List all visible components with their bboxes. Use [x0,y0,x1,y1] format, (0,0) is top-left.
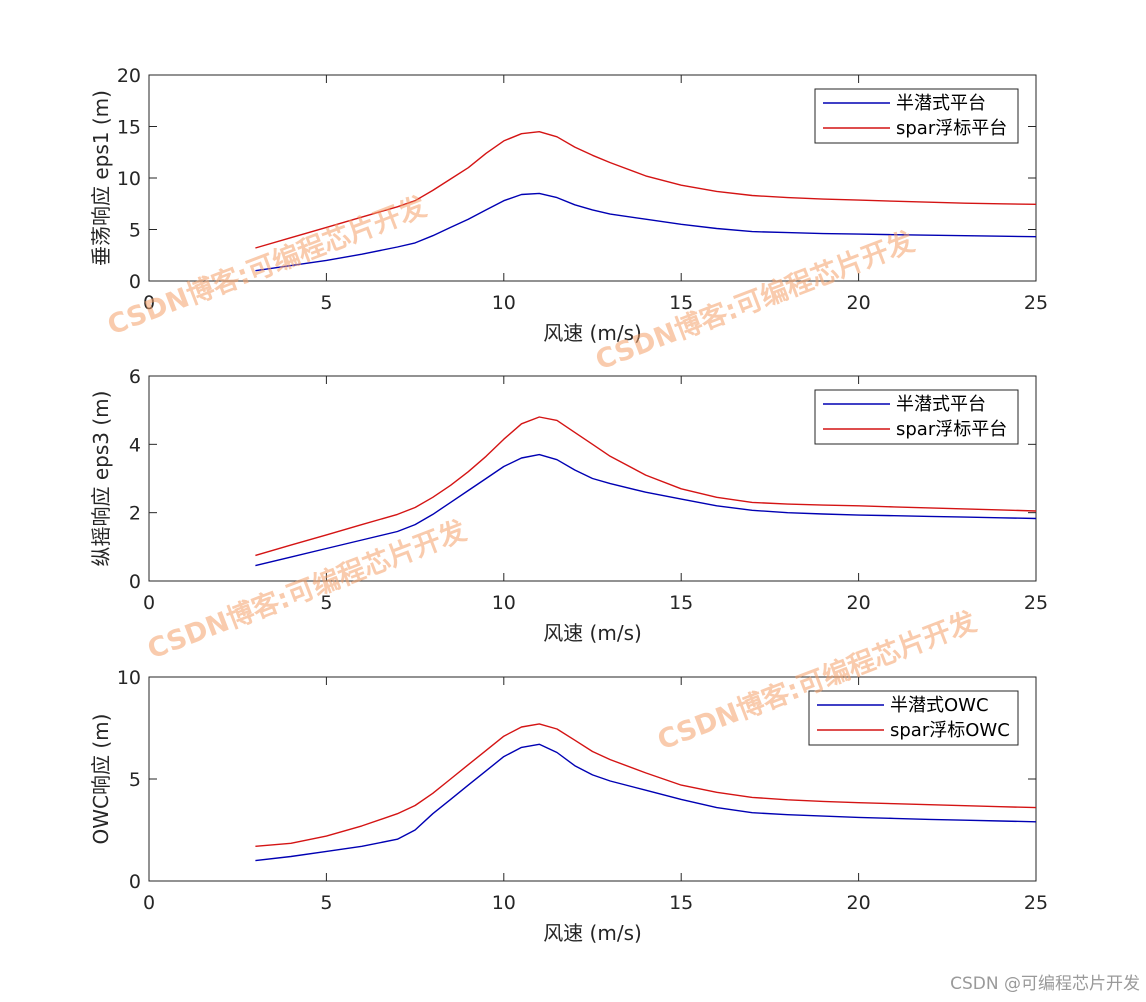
legend-box [808,690,1019,746]
series-line-2 [255,723,1037,847]
y-tick-label: 10 [117,667,141,689]
legend-label: 半潜式平台 [896,93,986,114]
legend-label: spar浮标平台 [896,419,1007,440]
y-tick-label: 4 [129,434,141,456]
legend: 半潜式平台 spar浮标平台 [814,389,1019,445]
legend-label: spar浮标OWC [890,720,1010,741]
y-tick-label: 15 [117,117,141,139]
y-tick-label: 10 [117,168,141,190]
x-tick-label: 0 [143,892,155,914]
y-tick-label: 2 [129,503,141,525]
legend-box [814,88,1019,144]
x-tick-label: 5 [320,592,332,614]
chart-panel-1: 0 5 10 15 20 25 0 5 10 15 20 风速 (m/s) 垂荡响应 eps1 (m) 半… [89,65,1048,345]
legend-label: spar浮标平台 [896,118,1007,139]
chart-panel-2: 0 5 10 15 20 25 0 2 4 6 风速 (m/s) 纵摇响应 eps3 (m) 半潜式平台… [89,366,1048,645]
csdn-credit: CSDN @可编程芯片开发 [950,974,1140,994]
y-tick-label: 5 [129,769,141,791]
x-tick-label: 10 [492,592,516,614]
x-tick-label: 0 [143,292,155,314]
legend: 半潜式平台 spar浮标平台 [814,88,1019,144]
legend-label: 半潜式平台 [896,394,986,415]
x-tick-label: 5 [320,292,332,314]
y-axis-label: 垂荡响应 eps1 (m) [89,90,113,266]
y-axis-label: 纵摇响应 eps3 (m) [89,391,113,567]
x-tick-label: 15 [669,892,693,914]
x-tick-label: 20 [847,592,871,614]
x-axis-label: 风速 (m/s) [543,621,642,645]
series-line-1 [255,743,1037,862]
x-tick-label: 15 [669,292,693,314]
y-tick-label: 6 [129,366,141,388]
series-line-1 [255,453,1037,567]
x-axis-label: 风速 (m/s) [543,321,642,345]
legend-box [814,389,1019,445]
y-tick-label: 20 [117,65,141,87]
x-tick-label: 25 [1024,592,1048,614]
series-line-1 [255,192,1037,272]
x-tick-label: 15 [669,592,693,614]
y-tick-label: 0 [129,571,141,593]
series-line-2 [255,130,1037,249]
x-tick-label: 10 [492,892,516,914]
x-tick-label: 0 [143,592,155,614]
y-tick-label: 0 [129,871,141,893]
y-axis-label: OWC响应 (m) [89,714,113,845]
legend: 半潜式OWC spar浮标OWC [808,690,1019,746]
legend-label: 半潜式OWC [890,695,989,716]
x-tick-label: 20 [847,292,871,314]
x-tick-label: 25 [1024,892,1048,914]
chart-panel-3: 0 5 10 15 20 25 0 5 10 风速 (m/s) OWC响应 (m) 半潜式OWC spa… [89,667,1048,945]
x-tick-label: 10 [492,292,516,314]
series-line-2 [255,416,1037,557]
x-tick-label: 25 [1024,292,1048,314]
y-tick-label: 0 [129,271,141,293]
x-tick-label: 5 [320,892,332,914]
x-axis-label: 风速 (m/s) [543,921,642,945]
y-tick-label: 5 [129,220,141,242]
x-tick-label: 20 [847,892,871,914]
